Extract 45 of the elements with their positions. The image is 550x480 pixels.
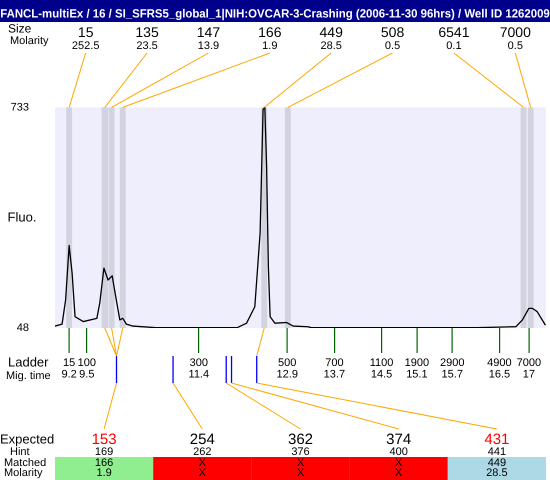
text: Size bbox=[8, 21, 32, 36]
text: 300 bbox=[190, 357, 208, 370]
x-tick-label: 12.9 bbox=[276, 368, 298, 381]
x-tick-label: 15.1 bbox=[406, 368, 428, 381]
y-tick-label: 48 bbox=[16, 322, 29, 334]
x-tick-label: 14.5 bbox=[370, 368, 392, 381]
text: 4900 bbox=[487, 357, 512, 370]
text: 100 bbox=[78, 357, 96, 370]
band-label: 147 13.9 bbox=[196, 24, 220, 52]
x-tick-label: 16.5 bbox=[488, 368, 510, 381]
x-tick-label: 15.7 bbox=[442, 368, 463, 381]
band-label: 508 0.5 bbox=[380, 24, 404, 52]
text: Expected bbox=[0, 432, 54, 447]
band-label: 166 1.9 bbox=[258, 24, 282, 52]
band-label: 6541 0.1 bbox=[438, 24, 470, 52]
text: Ladder bbox=[8, 354, 50, 370]
band-label: 449 28.5 bbox=[319, 24, 344, 52]
text: 15 bbox=[63, 357, 76, 370]
x-tick-label: 11.4 bbox=[188, 368, 210, 381]
text: Mig. time bbox=[6, 370, 51, 382]
text: 7000 bbox=[516, 357, 542, 370]
x-tick-label: 9.5 bbox=[79, 368, 94, 381]
x-tick-label: 13.7 bbox=[324, 368, 346, 381]
text: Molarity bbox=[10, 35, 50, 48]
text: Matched bbox=[4, 457, 46, 470]
text: 1100 bbox=[370, 357, 394, 370]
text: 500 bbox=[278, 357, 296, 370]
band-label: 7000 0.5 bbox=[500, 24, 532, 52]
band-label: 135 23.5 bbox=[135, 24, 159, 52]
text: 700 bbox=[325, 357, 344, 370]
text: Hint bbox=[10, 446, 30, 458]
text: 362 376 X X bbox=[288, 431, 314, 480]
text: 2900 bbox=[440, 357, 464, 370]
x-tick-label: 17 bbox=[522, 368, 536, 381]
text: 254 262 X X bbox=[190, 431, 215, 480]
text: 374 400 X X bbox=[386, 431, 412, 480]
y-axis-title: Fluo. bbox=[8, 209, 36, 224]
chart-title: FANCL-multiEx / 16 / SI_SFRS5_global_1|NIH:OVCAR-3-Crashing (2006-11-30 96hrs) / Well ID 1262009 bbox=[0, 7, 550, 21]
text: 1900 bbox=[404, 357, 430, 370]
x-tick-label: 9.2 bbox=[61, 368, 77, 381]
text: 153 169 166 1.9 bbox=[92, 431, 117, 480]
y-tick-label: 733 bbox=[10, 101, 29, 114]
band-label: 15 252.5 bbox=[72, 24, 100, 52]
text: Molarity bbox=[4, 467, 44, 480]
text: 431 441 449 28.5 bbox=[484, 431, 510, 480]
